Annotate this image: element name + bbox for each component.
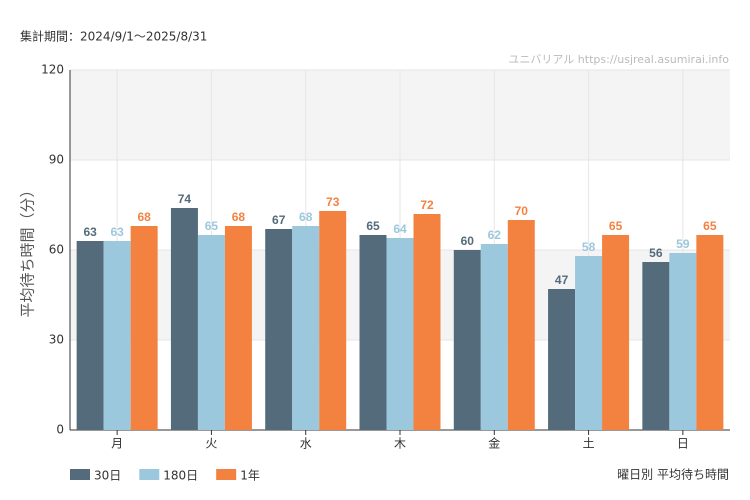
bar	[292, 226, 320, 430]
y-tick-label: 90	[49, 153, 64, 167]
data-label: 63	[110, 225, 124, 239]
subtitle: 集計期間：2024/9/1～2025/8/31	[20, 29, 207, 44]
y-axis-label: 平均待ち時間（分）	[19, 182, 37, 317]
data-label: 72	[420, 198, 434, 212]
x-tick-label: 水	[300, 437, 312, 451]
bar	[696, 235, 724, 430]
y-tick-label: 30	[49, 333, 64, 347]
bar	[480, 244, 508, 430]
x-tick-label: 月	[111, 437, 123, 451]
data-label: 65	[609, 219, 623, 233]
data-label: 47	[555, 273, 569, 287]
bar	[359, 235, 387, 430]
chart-title: 曜日別 平均待ち時間	[617, 468, 729, 482]
data-label: 67	[272, 213, 286, 227]
bar	[170, 208, 198, 430]
watermark: ユニバリアル https://usjreal.asumirai.info	[508, 53, 729, 66]
data-label: 65	[205, 219, 219, 233]
data-label: 68	[137, 210, 151, 224]
bar	[197, 235, 225, 430]
x-tick-label: 日	[677, 437, 689, 451]
x-tick-label: 木	[394, 437, 406, 451]
bar	[548, 289, 576, 430]
data-label: 70	[515, 204, 529, 218]
data-label: 65	[366, 219, 380, 233]
bar	[319, 211, 347, 430]
bar	[386, 238, 414, 430]
data-label: 58	[582, 240, 596, 254]
legend-swatch	[139, 469, 160, 480]
data-label: 65	[703, 219, 717, 233]
x-tick-label: 火	[205, 437, 217, 451]
x-tick-label: 土	[583, 437, 595, 451]
bar	[413, 214, 441, 430]
bar	[130, 226, 158, 430]
legend-label: 30日	[94, 469, 121, 483]
y-tick-label: 60	[49, 243, 64, 257]
x-tick-label: 金	[488, 436, 500, 451]
y-tick-label: 120	[41, 63, 64, 77]
bar	[575, 256, 603, 430]
bar	[669, 253, 697, 430]
bar	[224, 226, 252, 430]
data-label: 68	[232, 210, 246, 224]
bar	[265, 229, 293, 430]
bar	[76, 241, 104, 430]
data-label: 64	[393, 222, 407, 236]
data-label: 62	[488, 228, 502, 242]
data-label: 74	[178, 192, 192, 206]
data-label: 63	[83, 225, 97, 239]
legend-label: 180日	[163, 469, 198, 483]
data-label: 60	[461, 234, 475, 248]
legend-swatch	[70, 469, 90, 480]
bar	[507, 220, 535, 430]
legend-swatch	[216, 469, 237, 480]
data-label: 59	[676, 237, 690, 251]
bar	[642, 262, 670, 430]
data-label: 68	[299, 210, 313, 224]
bar	[453, 250, 481, 430]
data-label: 73	[326, 195, 340, 209]
data-label: 56	[649, 246, 663, 260]
legend-label: 1年	[240, 469, 260, 483]
y-tick-label: 0	[56, 423, 64, 437]
bar	[602, 235, 630, 430]
bar	[103, 241, 131, 430]
